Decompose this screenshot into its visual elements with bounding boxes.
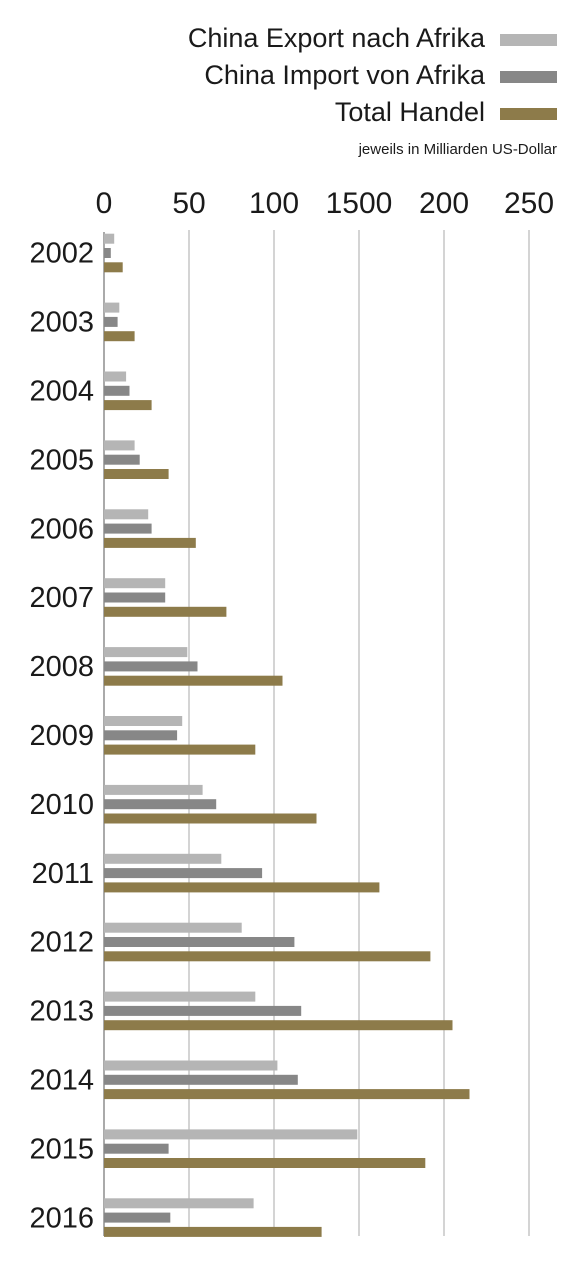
bar <box>104 647 188 658</box>
y-tick-label: 2011 <box>32 858 94 890</box>
x-tick-label: 250 <box>504 187 554 220</box>
y-tick-label: 2016 <box>29 1202 94 1234</box>
bar <box>104 675 283 686</box>
y-tick-label: 2004 <box>29 375 94 407</box>
y-tick-label: 2008 <box>29 651 94 683</box>
bar <box>104 1089 470 1100</box>
bar <box>104 1060 278 1071</box>
x-tick-label: 100 <box>249 187 299 220</box>
bar <box>104 233 115 244</box>
x-tick-label: 50 <box>172 187 205 220</box>
bar <box>104 331 135 342</box>
bar <box>104 592 166 603</box>
bar <box>104 937 295 947</box>
bar <box>104 1158 426 1168</box>
bar <box>104 371 127 382</box>
bar <box>104 991 256 1002</box>
chart-subtitle: jeweils in Milliarden US-Dollar <box>358 141 557 158</box>
bar <box>104 1198 254 1209</box>
bar <box>104 578 166 589</box>
bar <box>104 868 263 879</box>
bar <box>104 882 380 893</box>
bar <box>104 1129 358 1140</box>
bar <box>104 440 135 451</box>
legend-swatch <box>500 108 557 120</box>
bar <box>104 302 120 313</box>
x-tick-label: 1500 <box>326 187 393 220</box>
bar <box>104 385 130 396</box>
y-tick-label: 2015 <box>29 1133 94 1165</box>
bar <box>104 523 152 534</box>
legend-label: Total Handel <box>335 97 485 127</box>
y-tick-label: 2010 <box>29 789 94 821</box>
bar <box>104 730 178 741</box>
bar <box>104 248 111 258</box>
bar <box>104 469 169 479</box>
legend-label: China Import von Afrika <box>204 60 486 90</box>
bar <box>104 716 183 726</box>
bar <box>104 813 317 824</box>
y-tick-label: 2002 <box>29 238 94 270</box>
bar <box>104 509 149 520</box>
y-tick-label: 2006 <box>29 513 94 545</box>
x-tick-label: 200 <box>419 187 469 220</box>
y-tick-label: 2007 <box>29 582 94 614</box>
bar <box>104 1143 169 1154</box>
bar <box>104 784 203 795</box>
y-tick-label: 2013 <box>29 996 94 1028</box>
bar <box>104 922 242 933</box>
x-tick-label: 0 <box>96 187 113 220</box>
bar <box>104 606 227 617</box>
y-tick-label: 2003 <box>29 307 94 339</box>
bar <box>104 799 217 810</box>
bar <box>104 744 256 755</box>
bar <box>104 1005 302 1016</box>
legend-label: China Export nach Afrika <box>188 23 486 53</box>
bar <box>104 1212 171 1223</box>
y-tick-label: 2012 <box>29 927 94 959</box>
bar <box>104 1074 298 1085</box>
y-tick-label: 2014 <box>29 1064 94 1096</box>
bar <box>104 951 431 962</box>
bar <box>104 1020 453 1031</box>
bar <box>104 661 198 672</box>
bar <box>104 537 196 548</box>
y-tick-label: 2005 <box>29 444 94 476</box>
bar <box>104 262 123 273</box>
y-tick-label: 2009 <box>29 720 94 752</box>
bar <box>104 454 140 465</box>
legend-swatch <box>500 71 557 83</box>
bar <box>104 1226 322 1237</box>
bar <box>104 400 152 411</box>
legend-swatch <box>500 34 557 46</box>
bar <box>104 316 118 327</box>
bar <box>104 853 222 864</box>
